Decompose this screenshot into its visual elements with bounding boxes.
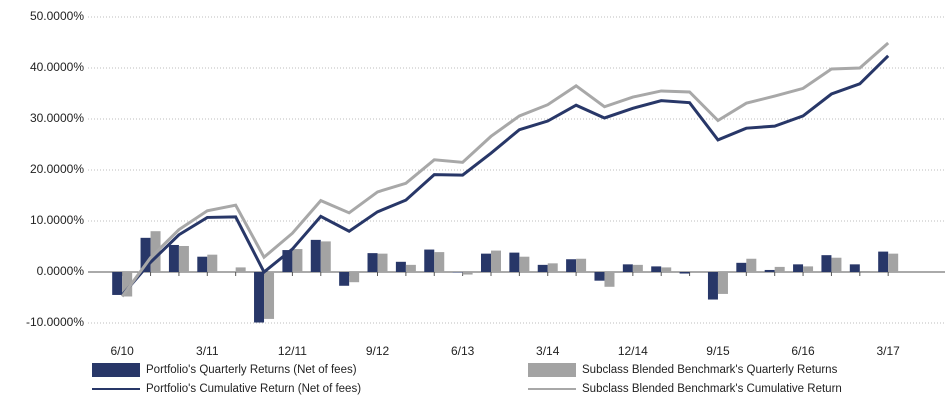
bar [367, 253, 378, 272]
bar [112, 272, 123, 295]
bar [519, 256, 530, 272]
bar [651, 266, 662, 272]
bar [661, 267, 672, 272]
line [120, 41, 890, 298]
bar [282, 250, 293, 272]
bar [793, 264, 804, 272]
legend-swatch [92, 363, 140, 377]
bar [264, 272, 275, 319]
x-tick-label: 6/13 [451, 344, 475, 358]
x-tick-label: 3/14 [536, 344, 560, 358]
bar [878, 251, 889, 272]
x-tick-label: 12/11 [278, 344, 307, 358]
legend-label: Portfolio's Cumulative Return (Net of fe… [146, 383, 361, 395]
bar [197, 256, 208, 272]
bar [207, 254, 218, 272]
y-tick-label: 40.0000% [30, 60, 84, 74]
x-tick-label: 6/10 [111, 344, 135, 358]
bar [452, 272, 463, 273]
x-tick-label: 3/11 [196, 344, 219, 358]
line [121, 54, 890, 296]
bar [509, 252, 520, 272]
bar [803, 266, 814, 272]
bar [320, 241, 331, 272]
bar [292, 249, 303, 272]
legend-swatch [528, 363, 576, 377]
bar [774, 266, 785, 272]
y-tick-label: 0.0000% [37, 264, 85, 278]
bar [310, 239, 321, 272]
bar [622, 264, 633, 272]
bar [490, 250, 501, 272]
bar [547, 263, 558, 272]
bar [480, 253, 491, 272]
legend-label: Portfolio's Quarterly Returns (Net of fe… [146, 364, 357, 376]
bar [707, 272, 718, 300]
bar [395, 261, 406, 272]
bar [831, 257, 842, 272]
bar [594, 272, 605, 281]
bar [632, 264, 643, 272]
y-tick-label: -10.0000% [26, 315, 84, 329]
bar [888, 253, 899, 272]
y-tick-label: 20.0000% [30, 162, 84, 176]
bar [339, 272, 350, 286]
bar [604, 272, 615, 287]
bar [849, 264, 860, 272]
bar [405, 264, 416, 272]
bar [537, 264, 548, 272]
bar [764, 269, 775, 272]
legend-label: Subclass Blended Benchmark's Quarterly R… [582, 364, 838, 376]
bar [168, 244, 179, 272]
bar [717, 272, 728, 294]
bar [235, 267, 246, 272]
bar [178, 245, 189, 272]
y-tick-label: 30.0000% [30, 111, 84, 125]
bar [462, 272, 473, 275]
bar [679, 272, 690, 274]
y-tick-label: 10.0000% [30, 213, 84, 227]
bar [377, 253, 388, 272]
bar [859, 270, 870, 272]
bar [746, 258, 757, 272]
bar [576, 258, 587, 272]
x-tick-label: 9/12 [366, 344, 390, 358]
legend-label: Subclass Blended Benchmark's Cumulative … [582, 383, 842, 395]
bar [736, 262, 747, 272]
x-tick-label: 12/14 [618, 344, 648, 358]
bar [349, 272, 360, 283]
y-tick-label: 50.0000% [30, 9, 84, 23]
bar [254, 272, 265, 323]
bar [424, 249, 435, 272]
x-tick-label: 9/15 [706, 344, 730, 358]
bar [821, 255, 832, 272]
x-tick-label: 3/17 [876, 344, 900, 358]
bar [140, 237, 151, 272]
bar [566, 259, 577, 272]
x-tick-label: 6/16 [791, 344, 815, 358]
bar [122, 272, 133, 297]
bar [434, 252, 445, 272]
